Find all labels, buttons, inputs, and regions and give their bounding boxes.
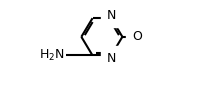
Text: H$_2$N: H$_2$N: [39, 48, 65, 63]
Text: N: N: [106, 52, 116, 65]
Text: N: N: [106, 9, 116, 22]
Text: O: O: [132, 30, 142, 43]
